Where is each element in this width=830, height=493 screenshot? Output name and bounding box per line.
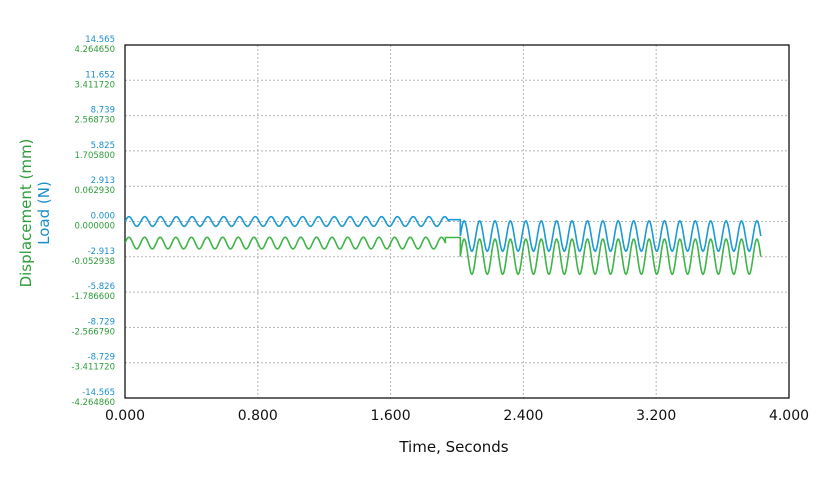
grid <box>125 45 789 398</box>
y-tick-label-load: -2.913 <box>88 247 115 257</box>
series-layer <box>125 215 762 276</box>
y-tick-label-load: 14.565 <box>85 35 115 45</box>
x-tick-label: 4.000 <box>769 408 809 424</box>
x-tick-label: 1.600 <box>371 408 411 424</box>
y-tick-label-displacement: -2.566790 <box>71 327 115 337</box>
y-tick-label-displacement: 3.411720 <box>74 80 115 90</box>
y-tick-label-load: -14.565 <box>82 388 115 398</box>
x-axis-title: Time, Seconds <box>398 438 508 456</box>
y-tick-label-load: -8.729 <box>88 353 115 363</box>
y-tick-label-displacement: 0.062930 <box>74 186 115 196</box>
y-tick-label-load: 0.000 <box>91 212 115 222</box>
series-line-displacement <box>125 236 762 276</box>
y-tick-label-load: 8.739 <box>91 106 115 116</box>
y-tick-label-displacement: -0.052938 <box>71 257 115 267</box>
y-tick-label-load: 11.652 <box>85 70 115 80</box>
y-tick-label-load: -8.729 <box>88 317 115 327</box>
y-axis-title-displacement: Displacement (mm) <box>17 139 35 288</box>
y-tick-label-displacement: 4.264650 <box>74 45 115 55</box>
x-tick-label: 0.800 <box>238 408 278 424</box>
y-tick-label-load: 2.913 <box>91 176 115 186</box>
x-tick-label: 2.400 <box>503 408 543 424</box>
x-tick-label: 3.200 <box>636 408 676 424</box>
y-tick-label-displacement: 1.705800 <box>74 151 115 161</box>
y-tick-label-load: 5.825 <box>91 141 115 151</box>
y-tick-label-displacement: 2.568730 <box>74 116 115 126</box>
y-tick-label-displacement: -1.786600 <box>71 292 115 302</box>
y-tick-label-load: -5.826 <box>88 282 115 292</box>
x-tick-label: 0.000 <box>105 408 145 424</box>
series-line-load <box>125 215 762 253</box>
y-tick-label-displacement: -4.264860 <box>71 398 115 408</box>
x-ticks: 0.000 0.800 1.600 2.400 3.200 4.000 <box>105 408 809 424</box>
y-axis-title-load: Load (N) <box>35 181 53 245</box>
y-tick-label-displacement: -3.411720 <box>71 363 115 373</box>
y-tick-label-displacement: 0.000000 <box>74 222 115 232</box>
